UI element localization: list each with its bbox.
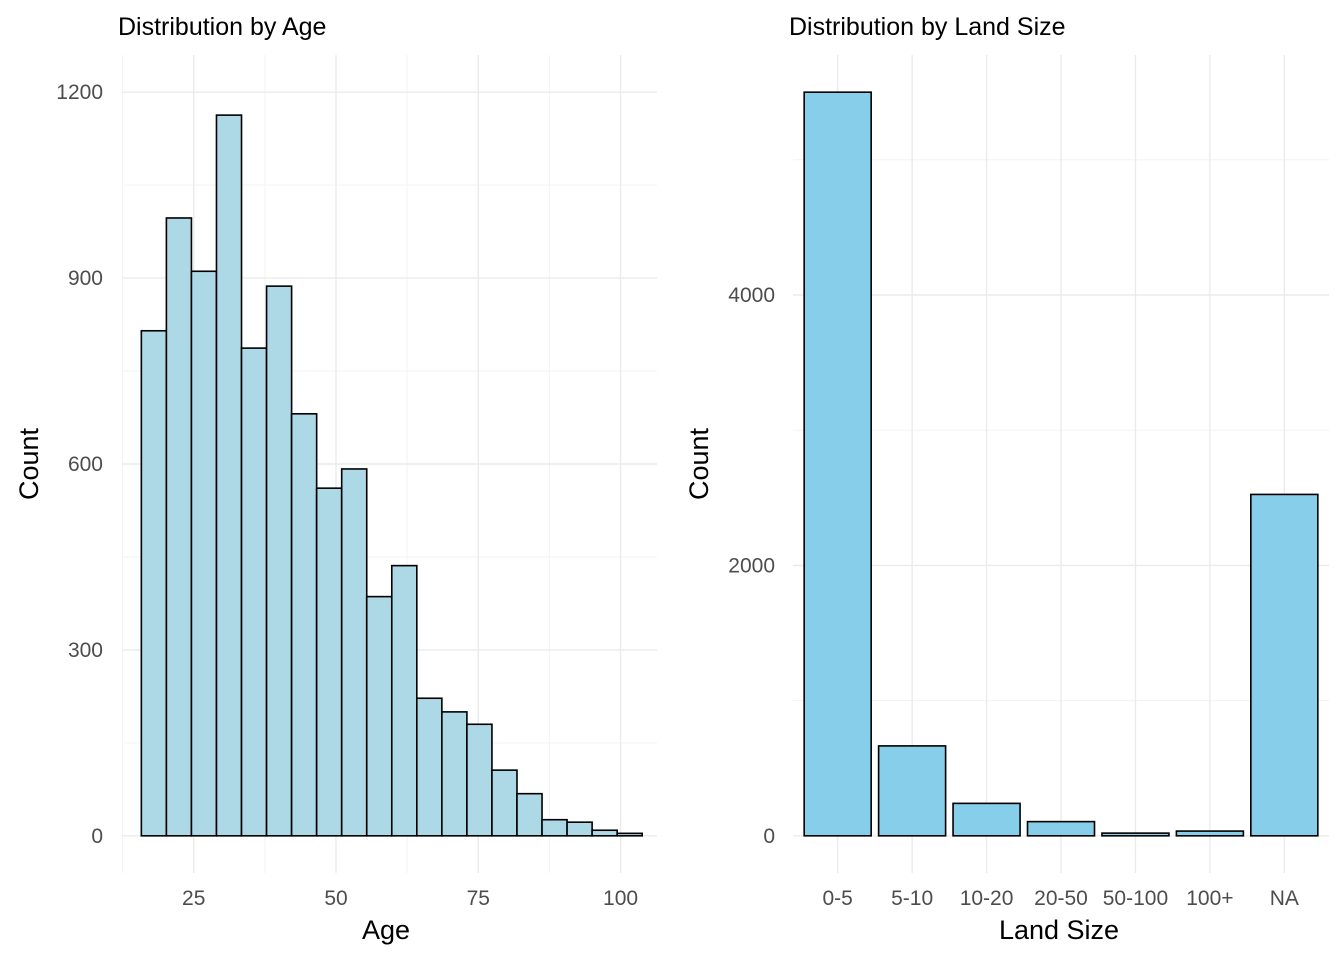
age-x-tick-labels: 25 50 75 100 bbox=[182, 887, 638, 910]
age-histogram-bar bbox=[591, 829, 618, 837]
land-size-bar bbox=[1175, 830, 1245, 837]
age-x-tick-label: 100 bbox=[603, 887, 638, 910]
age-histogram-bar bbox=[466, 723, 493, 837]
land-y-tick-label: 2000 bbox=[728, 554, 775, 577]
land-size-bar-panel: Distribution by Land Size 0 2000 4000 0-5 5… bbox=[684, 13, 1329, 945]
land-x-tick-labels: 0-5 5-10 10-20 20-50 50-100 100+ NA bbox=[822, 887, 1298, 910]
age-histogram-bar bbox=[215, 114, 243, 837]
land-size-bar bbox=[877, 745, 947, 837]
land-x-tick-label: 20-50 bbox=[1034, 887, 1088, 910]
age-y-tick-label: 600 bbox=[68, 453, 103, 476]
age-histogram-bar bbox=[290, 413, 318, 837]
age-histogram-bar bbox=[365, 595, 393, 837]
age-y-tick-labels: 0 300 600 900 1200 bbox=[56, 81, 103, 848]
age-histogram-bar bbox=[190, 270, 218, 837]
age-bars bbox=[140, 114, 644, 837]
age-y-tick-label: 300 bbox=[68, 639, 103, 662]
land-x-tick-label: 5-10 bbox=[891, 887, 933, 910]
age-x-tick-label: 50 bbox=[324, 887, 347, 910]
age-x-axis-title: Age bbox=[362, 915, 410, 945]
land-chart-title: Distribution by Land Size bbox=[789, 13, 1066, 41]
age-histogram-bar bbox=[616, 832, 644, 837]
land-y-axis-title: Count bbox=[684, 427, 714, 500]
age-y-tick-label: 0 bbox=[91, 825, 103, 848]
land-x-tick-label: NA bbox=[1270, 887, 1299, 910]
age-histogram-panel: Distribution by Age 0 300 600 900 1200 25 50 7… bbox=[14, 13, 657, 945]
age-histogram-bar bbox=[541, 818, 568, 837]
land-bars bbox=[803, 91, 1319, 837]
age-histogram-bar bbox=[566, 821, 593, 837]
land-x-tick-label: 50-100 bbox=[1103, 887, 1168, 910]
land-x-tick-label: 10-20 bbox=[960, 887, 1014, 910]
age-y-tick-label: 900 bbox=[68, 267, 103, 290]
age-histogram-bar bbox=[390, 564, 418, 837]
age-y-axis-title: Count bbox=[14, 427, 44, 500]
land-x-tick-label: 0-5 bbox=[822, 887, 852, 910]
age-histogram-bar bbox=[340, 468, 368, 837]
land-size-bar bbox=[1026, 820, 1096, 837]
land-size-bar bbox=[803, 91, 872, 837]
age-chart-title: Distribution by Age bbox=[118, 13, 326, 41]
land-x-tick-label: 100+ bbox=[1186, 887, 1233, 910]
age-histogram-bar bbox=[315, 487, 343, 837]
land-size-bar bbox=[1101, 832, 1170, 837]
age-histogram-bar bbox=[416, 697, 443, 837]
land-size-bar bbox=[1250, 493, 1319, 837]
age-histogram-bar bbox=[165, 217, 193, 837]
land-y-tick-labels: 0 2000 4000 bbox=[728, 284, 775, 848]
age-y-tick-label: 1200 bbox=[56, 81, 103, 104]
land-x-axis-title: Land Size bbox=[999, 915, 1119, 945]
land-grid bbox=[793, 55, 1329, 873]
land-y-tick-label: 0 bbox=[763, 825, 775, 848]
age-x-tick-label: 25 bbox=[182, 887, 205, 910]
age-histogram-bar bbox=[516, 792, 543, 837]
age-histogram-bar bbox=[491, 769, 518, 837]
age-histogram-bar bbox=[441, 711, 468, 837]
age-histogram-bar bbox=[140, 329, 168, 837]
land-size-bar bbox=[952, 802, 1021, 837]
age-histogram-bar bbox=[240, 347, 268, 837]
land-y-tick-label: 4000 bbox=[728, 284, 775, 307]
age-histogram-bar bbox=[265, 285, 293, 837]
age-x-tick-label: 75 bbox=[467, 887, 490, 910]
